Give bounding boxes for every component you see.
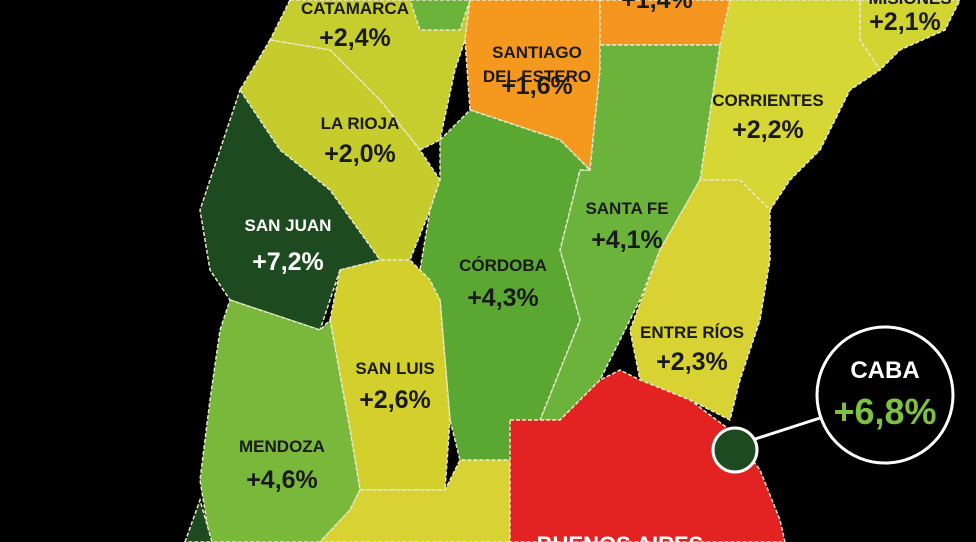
- region-value: +2,3%: [656, 348, 728, 376]
- region-value: +4,1%: [591, 226, 663, 254]
- region-name: SAN JUAN: [245, 216, 332, 235]
- region-value: +1,6%: [501, 72, 573, 100]
- region-name: DEL ESTERO: [483, 67, 591, 86]
- region-name: CÓRDOBA: [459, 256, 547, 275]
- mendoza-shape: [199, 299, 361, 542]
- callout-line: [751, 416, 821, 442]
- san-juan-shape: [199, 88, 382, 331]
- region-name: SANTIAGO: [492, 43, 582, 62]
- province-shape: [318, 459, 511, 542]
- caba-callout: [815, 325, 955, 465]
- region-value: +6,8%: [833, 391, 936, 432]
- region-value: +2,6%: [359, 386, 431, 414]
- region-value: +4,3%: [467, 284, 539, 312]
- region-name: BUENOS AIRES: [537, 532, 704, 542]
- caba-marker: [711, 426, 759, 474]
- region-value: +7,2%: [252, 248, 324, 276]
- entre-rios-shape: [629, 179, 771, 422]
- region-value: +2,2%: [732, 116, 804, 144]
- region-value: +4,6%: [246, 466, 318, 494]
- province-shape: [184, 497, 213, 542]
- region-value: +2,4%: [319, 24, 391, 52]
- region-value: +2,0%: [324, 140, 396, 168]
- province-shape: [409, 0, 471, 31]
- region-name: LA RIOJA: [321, 114, 400, 133]
- region-name: CATAMARCA: [301, 0, 409, 18]
- region-name: MISIONES: [868, 0, 951, 8]
- region-name: SAN LUIS: [355, 359, 434, 378]
- region-name: CABA: [850, 357, 919, 384]
- region-name: MENDOZA: [239, 437, 325, 456]
- la-rioja-shape: [239, 39, 441, 261]
- buenos-aires-shape: [509, 369, 786, 542]
- region-name: SANTA FE: [585, 199, 668, 218]
- region-name: CORRIENTES: [712, 91, 823, 110]
- region-value: +2,1%: [869, 8, 941, 36]
- region-value: +1,4%: [621, 0, 693, 14]
- region-name: ENTRE RÍOS: [640, 323, 744, 342]
